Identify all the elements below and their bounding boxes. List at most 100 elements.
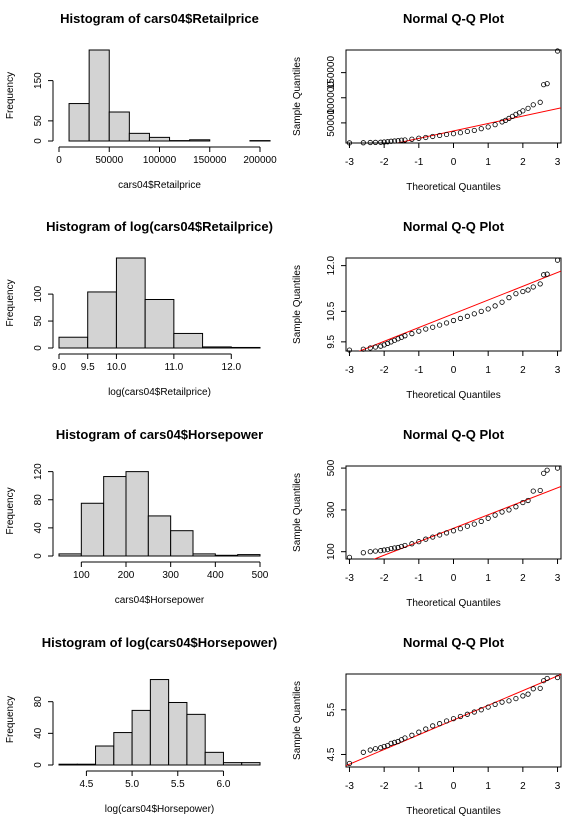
qq-point (485, 124, 491, 130)
panel-4: Normal Q-Q Plot Theoretical Quantiles Samp… (292, 219, 562, 401)
x-tick-label: -1 (414, 781, 423, 792)
qq-point (520, 288, 526, 295)
y-axis-label: Sample Quantiles (292, 265, 303, 344)
qq-point (391, 138, 398, 144)
qq-point (388, 740, 394, 746)
qq-point (416, 729, 422, 735)
histogram-bar (186, 713, 206, 766)
qq-point (381, 547, 387, 553)
x-tick-label: 0 (56, 155, 62, 166)
panel-5: Histogram of cars04$Horsepower cars04$Hor… (5, 427, 269, 606)
histogram-bar (108, 111, 130, 142)
qq-point (513, 695, 519, 702)
x-tick-label: 50000 (95, 155, 123, 166)
histogram-bar (214, 554, 239, 557)
qq-point (346, 347, 353, 353)
qq-point (402, 735, 408, 741)
histogram-bar (168, 701, 188, 766)
histogram-bar (68, 103, 90, 142)
qq-point (437, 322, 443, 328)
qq-point (544, 81, 550, 87)
qq-point (492, 303, 498, 309)
qq-point (398, 543, 405, 550)
x-tick-label: 100000 (143, 155, 177, 166)
y-tick-label: 100 (326, 543, 337, 560)
qq-point (372, 746, 379, 752)
x-tick-label: 0 (451, 781, 457, 792)
x-tick-label: 5.0 (125, 779, 139, 790)
qq-point (381, 743, 387, 750)
panel-1: Histogram of cars04$Retailprice cars04$Re… (5, 11, 277, 191)
x-tick-label: 200000 (243, 155, 277, 166)
x-tick-label: 300 (162, 570, 179, 581)
qq-point (360, 140, 366, 146)
qq-point (416, 539, 422, 545)
qq-point (423, 134, 429, 141)
qq-point (525, 691, 531, 697)
panel-3: Histogram of log(cars04$Retailprice) log(… (5, 219, 273, 398)
y-tick-label: 80 (33, 696, 44, 708)
qq-point (537, 99, 543, 105)
panel-title: Normal Q-Q Plot (403, 427, 505, 442)
x-tick-label: 5.5 (171, 779, 185, 790)
qq-point (402, 137, 408, 143)
plot-frame (345, 257, 562, 352)
histogram-bar (95, 745, 115, 766)
x-tick-label: -2 (380, 573, 389, 584)
qq-point (409, 732, 415, 738)
qq-point (492, 701, 498, 708)
x-tick-label: 1 (485, 157, 491, 168)
histogram-bar (241, 762, 261, 766)
x-tick-label: 150000 (193, 155, 227, 166)
histogram-bar (58, 336, 89, 349)
qq-point (457, 315, 464, 321)
x-axis-label: log(cars04$Retailprice) (108, 387, 211, 398)
x-tick-label: 10.0 (107, 362, 127, 373)
histogram-bar (204, 751, 224, 766)
y-axis-label: Frequency (5, 279, 16, 326)
y-tick-label: 100000 (326, 81, 337, 115)
qq-point (367, 139, 373, 146)
histogram-bar (58, 763, 78, 766)
qq-point (398, 137, 405, 143)
y-tick-label: 50000 (326, 109, 337, 137)
qq-point (530, 102, 536, 108)
x-tick-label: 0 (451, 157, 457, 168)
qq-point (378, 745, 384, 751)
y-tick-label: 150 (33, 72, 44, 89)
qq-point (554, 674, 561, 681)
x-axis-label: Theoretical Quantiles (406, 390, 501, 401)
histogram-bar (189, 139, 211, 142)
qq-point (506, 295, 512, 301)
histogram-bar (230, 346, 261, 349)
qq-point (464, 313, 470, 319)
y-tick-label: 10.5 (326, 301, 337, 321)
qq-point (478, 126, 484, 132)
x-tick-label: 1 (485, 573, 491, 584)
x-tick-label: 3 (555, 781, 561, 792)
x-tick-label: 0 (451, 365, 457, 376)
x-tick-label: 6.0 (217, 779, 231, 790)
x-tick-label: 200 (118, 570, 135, 581)
qq-point (450, 716, 457, 722)
qq-point (478, 707, 484, 713)
x-tick-label: 9.0 (52, 362, 66, 373)
qq-point (391, 545, 398, 551)
qq-point (402, 333, 408, 339)
qq-point (391, 739, 398, 746)
x-tick-label: 2 (520, 781, 526, 792)
qq-point (346, 140, 353, 146)
qq-point (450, 317, 457, 324)
qq-point (464, 711, 470, 717)
qq-point (423, 326, 429, 332)
x-tick-label: -2 (380, 365, 389, 376)
qq-point (409, 331, 415, 337)
x-axis-label: cars04$Retailprice (118, 180, 201, 191)
y-tick-label: 500 (326, 459, 337, 476)
qq-point (520, 108, 526, 114)
histogram-bar (115, 257, 146, 349)
qq-point (544, 271, 550, 277)
qq-point (513, 504, 519, 510)
qq-point (525, 287, 531, 293)
qq-point (541, 272, 547, 278)
